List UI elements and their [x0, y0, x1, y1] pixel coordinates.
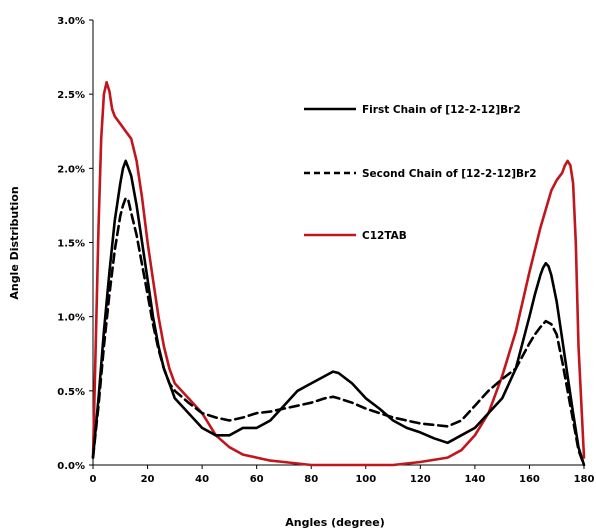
x-tick-label: 0 [90, 474, 97, 485]
series-line-2 [91, 196, 586, 467]
x-tick-label: 120 [410, 474, 431, 485]
x-axis-label: Angles (degree) [285, 516, 384, 529]
series-line-1 [91, 159, 586, 467]
x-ticks: 0 20 40 60 80 100 120 140 160 180 [90, 465, 595, 485]
x-tick-label: 60 [250, 474, 264, 485]
legend-label-3: C12TAB [362, 230, 407, 242]
x-tick-label: 100 [355, 474, 376, 485]
y-tick-label: 3.0% [57, 16, 85, 27]
y-tick-label: 2.0% [57, 164, 85, 175]
x-tick-label: 140 [464, 474, 485, 485]
legend-label-2: Second Chain of [12-2-12]Br2 [362, 168, 537, 180]
series-line-3 [91, 81, 586, 467]
legend-label-1: First Chain of [12-2-12]Br2 [362, 104, 521, 116]
y-tick-label: 1.0% [57, 313, 85, 324]
y-tick-label: 0.5% [57, 387, 85, 398]
y-ticks: 0.0% 0.5% 1.0% 1.5% 2.0% 2.5% 3.0% [57, 16, 93, 472]
legend: First Chain of [12-2-12]Br2 Second Chain … [304, 104, 537, 242]
x-tick-label: 40 [195, 474, 209, 485]
x-tick-label: 80 [304, 474, 318, 485]
y-tick-label: 1.5% [57, 239, 85, 250]
series-lines [91, 81, 586, 467]
x-tick-label: 160 [519, 474, 540, 485]
y-tick-label: 0.0% [57, 461, 85, 472]
x-tick-label: 180 [574, 474, 595, 485]
x-tick-label: 20 [141, 474, 155, 485]
y-axis-label: Angle Distribution [8, 186, 21, 299]
y-tick-label: 2.5% [57, 90, 85, 101]
